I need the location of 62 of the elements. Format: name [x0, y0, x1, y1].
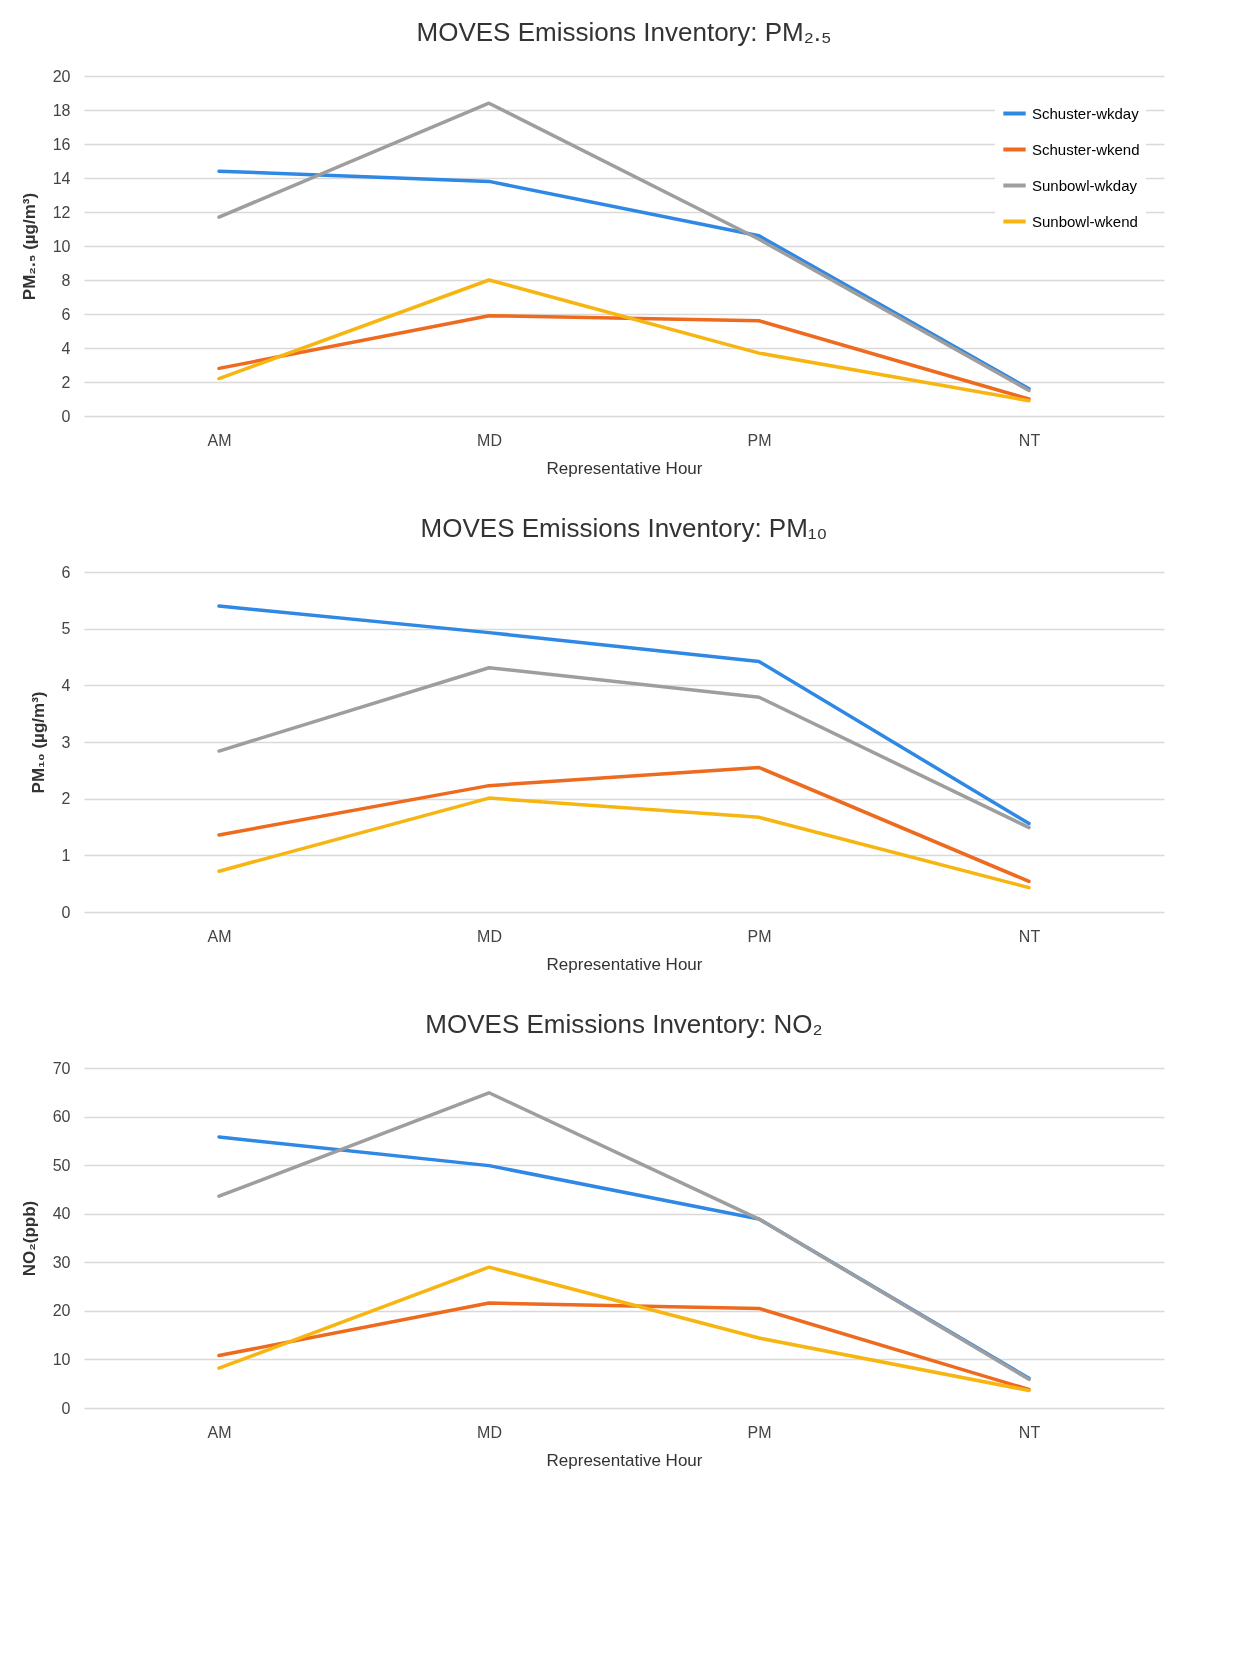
x-tick-label: PM [747, 1423, 772, 1441]
x-tick-label: AM [207, 1423, 232, 1441]
legend-label: Schuster-wkend [1032, 140, 1140, 158]
y-tick-label: 14 [52, 169, 71, 187]
y-axis-title: NO₂(ppb) [19, 1200, 39, 1277]
y-tick-label: 8 [61, 271, 71, 289]
y-tick-label: 2 [61, 790, 71, 808]
x-tick-label: NT [1018, 927, 1041, 945]
x-axis-title: Representative Hour [546, 1450, 703, 1470]
y-tick-label: 10 [52, 1350, 71, 1368]
y-tick-label: 40 [52, 1205, 71, 1223]
y-tick-label: 0 [61, 903, 71, 921]
line-series [217, 169, 1031, 391]
line-series [217, 313, 1031, 401]
y-tick-label: 4 [61, 339, 71, 357]
y-tick-label: 1 [61, 846, 71, 864]
line-series [217, 101, 1031, 393]
legend-label: Schuster-wkday [1032, 104, 1140, 122]
x-tick-label: PM [747, 431, 772, 449]
y-tick-label: 30 [52, 1253, 71, 1271]
y-tick-label: 6 [61, 305, 71, 323]
y-tick-label: 0 [61, 1399, 71, 1417]
x-tick-label: AM [207, 927, 232, 945]
x-tick-label: MD [477, 1423, 502, 1441]
y-tick-label: 6 [61, 563, 71, 581]
y-tick-label: 50 [52, 1156, 71, 1174]
x-tick-label: NT [1018, 1423, 1041, 1441]
line-series [217, 1265, 1031, 1393]
y-axis-title: PM₁₀ (µg/m³) [28, 691, 48, 794]
chart-title: MOVES Emissions Inventory: PM₁₀ [420, 513, 828, 543]
y-axis-title: PM₂.₅ (µg/m³) [19, 192, 39, 301]
x-tick-label: PM [747, 927, 772, 945]
line-series [217, 1091, 1031, 1382]
line-series [217, 666, 1031, 830]
line-series [217, 278, 1031, 403]
legend-label: Sunbowl-wkday [1032, 176, 1138, 194]
chart-title: MOVES Emissions Inventory: NO₂ [425, 1009, 823, 1039]
x-tick-label: NT [1018, 431, 1041, 449]
y-tick-label: 2 [61, 373, 71, 391]
y-tick-label: 4 [61, 676, 71, 694]
y-tick-label: 0 [61, 407, 71, 425]
y-tick-label: 60 [52, 1108, 71, 1126]
y-tick-label: 3 [61, 733, 71, 751]
y-tick-label: 20 [52, 67, 71, 85]
x-tick-label: MD [477, 927, 502, 945]
chart-title: MOVES Emissions Inventory: PM₂.₅ [416, 17, 832, 47]
line-series [217, 796, 1031, 890]
y-tick-label: 12 [52, 203, 71, 221]
x-tick-label: MD [477, 431, 502, 449]
y-tick-label: 5 [61, 620, 71, 638]
line-series [217, 765, 1031, 884]
x-tick-label: AM [207, 431, 232, 449]
line-series [217, 604, 1031, 826]
line-series [217, 1301, 1031, 1392]
y-tick-label: 70 [52, 1059, 71, 1077]
y-tick-label: 20 [52, 1302, 71, 1320]
y-tick-label: 10 [52, 237, 71, 255]
y-tick-label: 18 [52, 101, 71, 119]
y-tick-label: 16 [52, 135, 71, 153]
legend-label: Sunbowl-wkend [1032, 212, 1138, 230]
x-axis-title: Representative Hour [546, 458, 703, 478]
x-axis-title: Representative Hour [546, 954, 703, 974]
